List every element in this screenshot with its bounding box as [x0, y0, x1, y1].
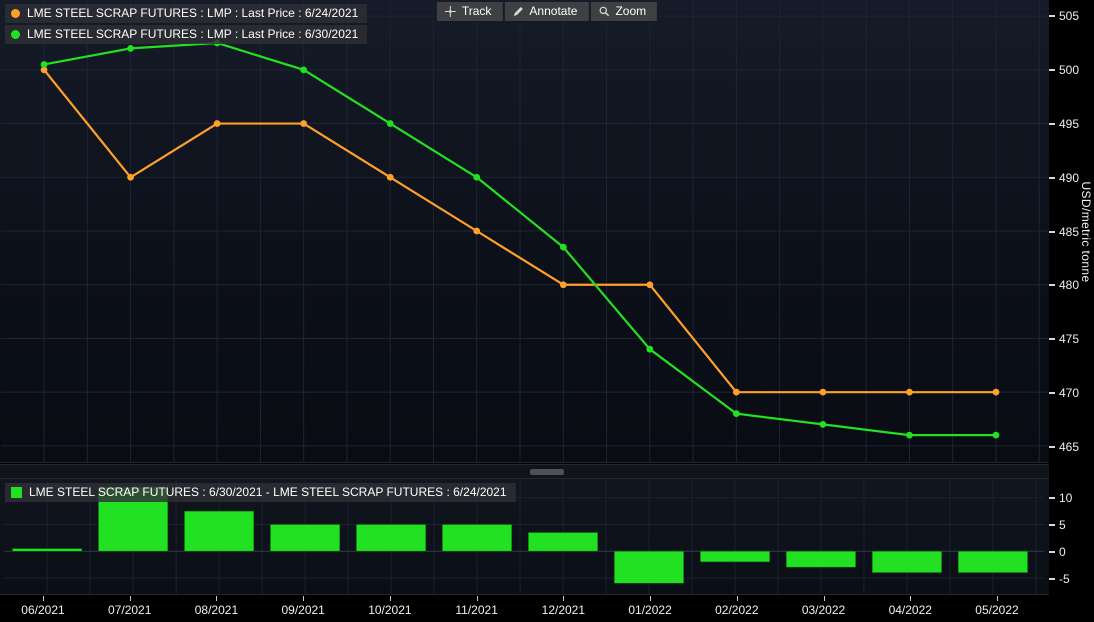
annotate-button[interactable]: Annotate	[504, 2, 589, 21]
x-tick	[476, 596, 478, 601]
x-axis-label: 01/2022	[628, 603, 672, 617]
y-tick: 470	[1049, 386, 1079, 400]
crosshair-icon	[444, 5, 456, 17]
x-axis-label: 02/2022	[715, 603, 759, 617]
x-tick	[563, 596, 565, 601]
y-tick: 465	[1049, 440, 1079, 454]
x-tick	[43, 596, 44, 601]
spread-chart-panel[interactable]: LME STEEL SCRAP FUTURES : 6/30/2021 - LM…	[0, 479, 1049, 595]
annotate-button-label: Annotate	[529, 4, 578, 18]
green-series-marker	[11, 29, 20, 39]
zoom-button[interactable]: Zoom	[590, 2, 658, 21]
y-tick: 480	[1049, 278, 1079, 292]
x-axis-label: 04/2022	[888, 603, 932, 617]
x-axis-label: 11/2021	[455, 603, 498, 617]
y-axis-title: USD/metric tonne	[1079, 180, 1093, 283]
y-tick: 505	[1049, 9, 1079, 23]
orange-series-marker	[11, 8, 20, 18]
price-chart-legend: LME STEEL SCRAP FUTURES : LMP : Last Pri…	[5, 4, 368, 44]
x-axis-label: 03/2022	[801, 603, 846, 617]
y-tick: 0	[1049, 545, 1066, 559]
spread-chart-legend: LME STEEL SCRAP FUTURES : 6/30/2021 - LM…	[5, 483, 516, 502]
legend-series-spread-label: LME STEEL SCRAP FUTURES : 6/30/2021 - LM…	[29, 485, 507, 499]
x-axis-label: 07/2021	[108, 603, 152, 617]
price-chart-panel[interactable]: LME STEEL SCRAP FUTURES : LMP : Last Pri…	[0, 0, 1049, 463]
x-axis-label: 06/2021	[21, 603, 65, 617]
x-axis-label: 10/2021	[368, 603, 412, 617]
legend-series-spread[interactable]: LME STEEL SCRAP FUTURES : 6/30/2021 - LM…	[5, 483, 516, 502]
y-tick: 495	[1049, 117, 1079, 131]
x-axis-label: 08/2021	[194, 603, 239, 617]
spread-series-marker	[11, 486, 22, 498]
x-tick	[997, 596, 998, 601]
x-axis: 06/2021 07/2021 08/2021 09/2021 10/2021 11/20…	[0, 596, 1049, 622]
track-button[interactable]: Track	[436, 2, 503, 21]
y-tick: 500	[1049, 63, 1079, 77]
x-tick	[389, 596, 391, 601]
price-line-chart	[1, 0, 1048, 462]
x-tick	[650, 596, 652, 601]
legend-series-green[interactable]: LME STEEL SCRAP FUTURES : LMP : Last Pri…	[5, 25, 368, 44]
y-tick: 475	[1049, 332, 1079, 346]
zoom-button-label: Zoom	[615, 4, 647, 18]
divider-handle[interactable]	[530, 469, 564, 475]
y-axis-spread: 10 5 0 -5	[1049, 479, 1094, 595]
y-tick: 5	[1049, 518, 1066, 532]
legend-series-orange-label: LME STEEL SCRAP FUTURES : LMP : Last Pri…	[27, 6, 359, 20]
y-tick: 485	[1049, 225, 1079, 239]
y-tick: -5	[1049, 572, 1070, 586]
x-tick	[303, 596, 305, 601]
x-tick	[216, 596, 218, 601]
y-tick: 490	[1049, 171, 1079, 185]
x-tick	[736, 596, 738, 601]
pencil-icon	[512, 6, 523, 17]
magnifier-icon	[598, 6, 609, 17]
panel-divider[interactable]	[0, 464, 1049, 479]
x-tick	[910, 596, 912, 601]
legend-series-green-label: LME STEEL SCRAP FUTURES : LMP : Last Pri…	[27, 27, 359, 41]
chart-toolbar: Track Annotate Zoom	[436, 2, 658, 21]
track-button-label: Track	[461, 4, 492, 18]
y-axis-price: USD/metric tonne 505 500 495 490 485 480 475 47…	[1049, 0, 1094, 463]
x-axis-label: 12/2021	[541, 603, 586, 617]
x-axis-label: 09/2021	[281, 603, 325, 617]
y-tick: 10	[1049, 491, 1072, 505]
x-axis-label: 05/2022	[975, 603, 1019, 617]
x-tick	[129, 596, 131, 601]
x-tick	[823, 596, 825, 601]
legend-series-orange[interactable]: LME STEEL SCRAP FUTURES : LMP : Last Pri…	[5, 4, 368, 23]
